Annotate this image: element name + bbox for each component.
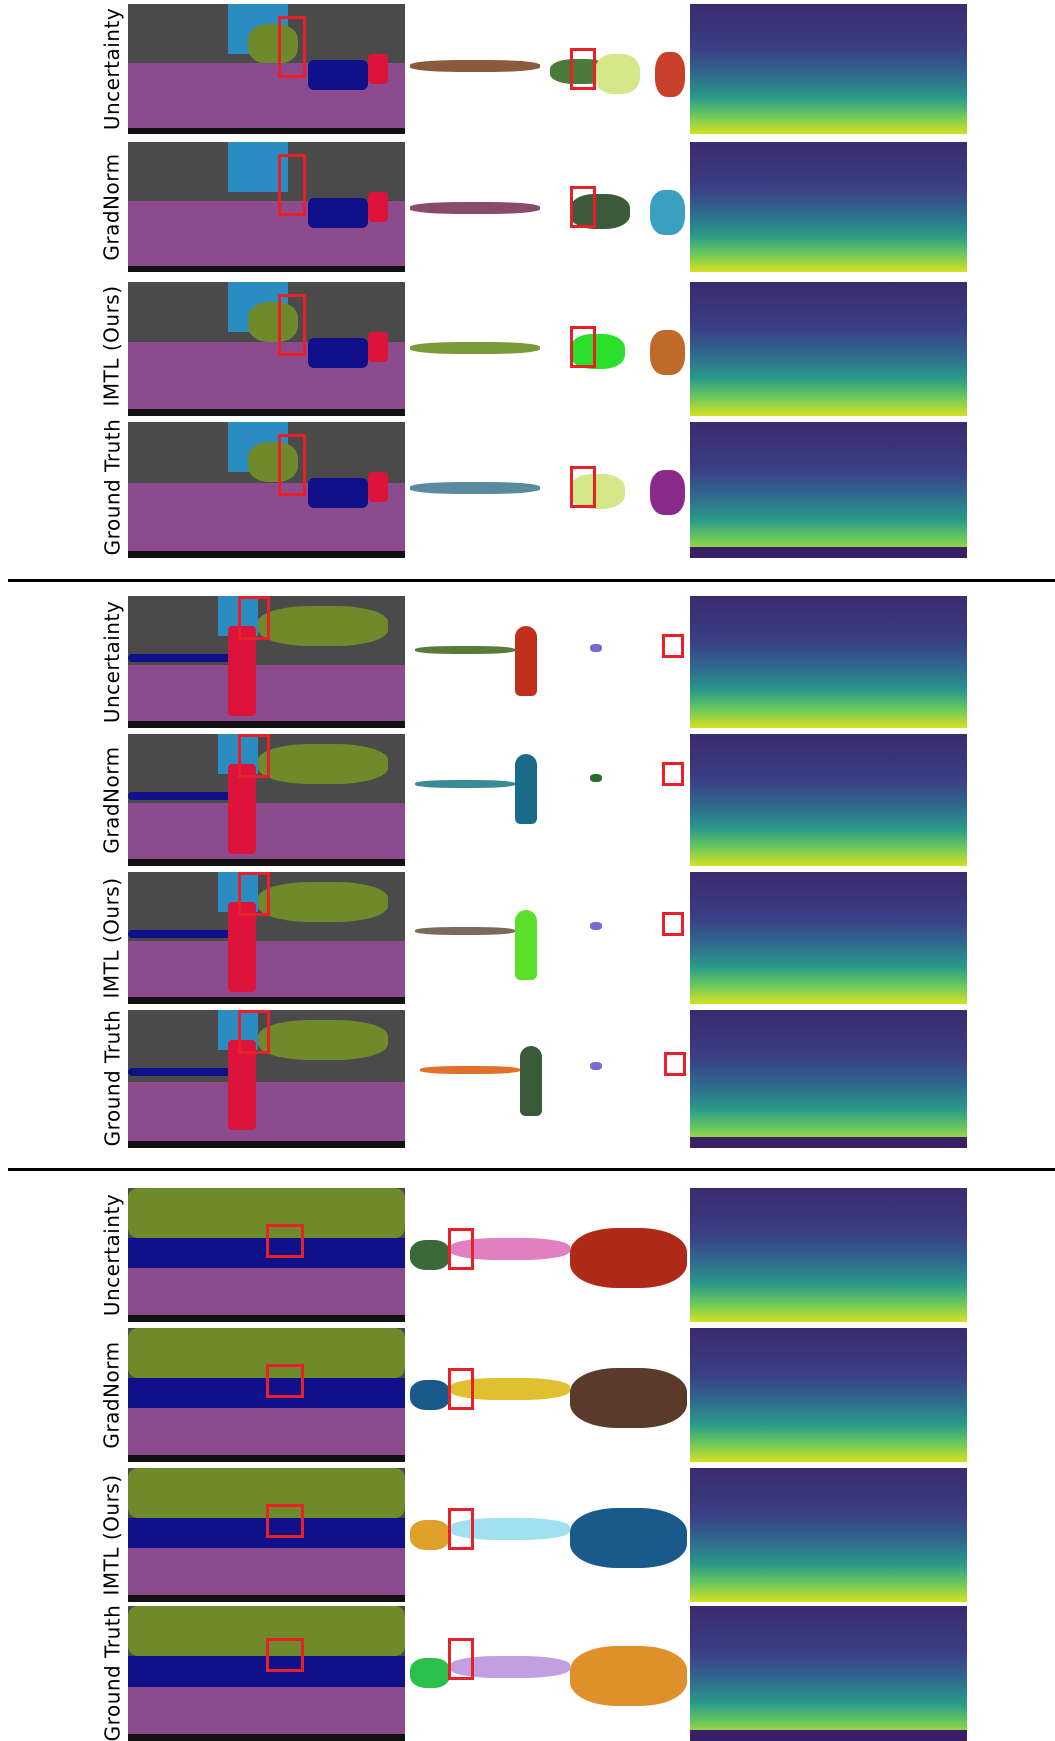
- instance-image: [410, 4, 687, 134]
- instance-image: [410, 734, 687, 866]
- highlight-box: [278, 154, 306, 216]
- highlight-box: [662, 762, 684, 786]
- instance-image: [410, 422, 687, 558]
- depth-image: [690, 872, 967, 1004]
- segmentation-image: [128, 4, 405, 134]
- depth-image: [690, 1010, 967, 1148]
- row-label-imtl: IMTL (Ours): [100, 877, 125, 999]
- segmentation-image: [128, 1328, 405, 1462]
- instance-image: [410, 142, 687, 272]
- depth-image: [690, 596, 967, 728]
- segmentation-image: [128, 282, 405, 416]
- highlight-box: [278, 16, 306, 78]
- instance-image: [410, 1328, 687, 1462]
- row-label-ground-truth: Ground Truth: [100, 418, 124, 556]
- depth-image: [690, 1606, 967, 1741]
- group-separator: [8, 579, 1055, 582]
- segmentation-image: [128, 422, 405, 558]
- highlight-box: [238, 872, 270, 916]
- depth-image: [690, 1468, 967, 1602]
- row-label-imtl: IMTL (Ours): [100, 1474, 125, 1596]
- segmentation-image: [128, 1606, 405, 1741]
- segmentation-image: [128, 142, 405, 272]
- highlight-box: [278, 434, 306, 496]
- highlight-box: [266, 1504, 304, 1538]
- instance-image: [410, 1606, 687, 1741]
- depth-image: [690, 1188, 967, 1322]
- instance-image: [410, 596, 687, 728]
- row-label-gradnorm: GradNorm: [100, 1341, 125, 1449]
- row-label-imtl: IMTL (Ours): [100, 285, 125, 407]
- highlight-box: [238, 1010, 270, 1054]
- row-label-uncertainty: Uncertainty: [100, 600, 125, 724]
- depth-image: [690, 142, 967, 272]
- highlight-box: [448, 1368, 474, 1410]
- row-label-ground-truth: Ground Truth: [100, 1604, 124, 1741]
- highlight-box: [238, 734, 270, 778]
- segmentation-image: [128, 1188, 405, 1322]
- row-label-gradnorm: GradNorm: [100, 153, 125, 261]
- highlight-box: [448, 1638, 474, 1680]
- depth-image: [690, 734, 967, 866]
- highlight-box: [448, 1508, 474, 1550]
- highlight-box: [662, 634, 684, 658]
- instance-image: [410, 872, 687, 1004]
- instance-image: [410, 1010, 687, 1148]
- highlight-box: [662, 912, 684, 936]
- row-label-uncertainty: Uncertainty: [100, 1193, 125, 1317]
- highlight-box: [570, 48, 596, 90]
- highlight-box: [278, 294, 306, 356]
- instance-image: [410, 282, 687, 416]
- segmentation-image: [128, 1468, 405, 1602]
- depth-image: [690, 282, 967, 416]
- instance-image: [410, 1188, 687, 1322]
- segmentation-image: [128, 734, 405, 866]
- segmentation-image: [128, 872, 405, 1004]
- group-separator: [8, 1168, 1055, 1171]
- instance-image: [410, 1468, 687, 1602]
- highlight-box: [664, 1052, 686, 1076]
- depth-image: [690, 4, 967, 134]
- depth-image: [690, 1328, 967, 1462]
- segmentation-image: [128, 596, 405, 728]
- highlight-box: [266, 1224, 304, 1258]
- highlight-box: [266, 1638, 304, 1672]
- row-label-uncertainty: Uncertainty: [100, 7, 125, 131]
- row-label-gradnorm: GradNorm: [100, 746, 125, 854]
- highlight-box: [448, 1228, 474, 1270]
- highlight-box: [570, 326, 596, 368]
- depth-image: [690, 422, 967, 558]
- highlight-box: [570, 466, 596, 508]
- highlight-box: [266, 1364, 304, 1398]
- highlight-box: [570, 186, 596, 228]
- highlight-box: [238, 596, 270, 640]
- row-label-ground-truth: Ground Truth: [100, 1009, 124, 1147]
- segmentation-image: [128, 1010, 405, 1148]
